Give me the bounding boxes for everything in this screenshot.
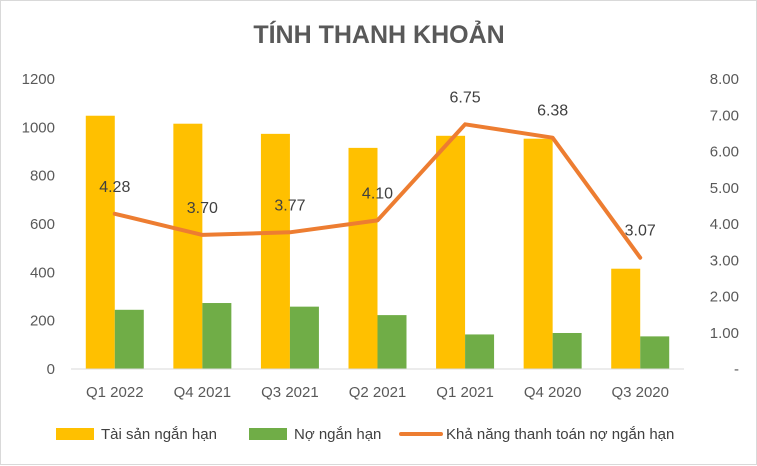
bar-current-liabilities bbox=[553, 333, 582, 369]
legend-label: Tài sản ngắn hạn bbox=[101, 426, 217, 443]
x-tick-label: Q4 2020 bbox=[524, 384, 582, 401]
bar-current-liabilities bbox=[202, 303, 231, 369]
legend: Tài sản ngắn hạn Nợ ngắn hạn Khả năng than… bbox=[56, 426, 674, 443]
legend-swatch bbox=[56, 428, 94, 440]
chart-title: TÍNH THANH KHOẢN bbox=[253, 19, 504, 49]
y-right-tick-label: 8.00 bbox=[710, 71, 739, 88]
y-left-tick-label: 0 bbox=[47, 361, 55, 378]
bar-current-assets bbox=[86, 116, 115, 369]
ratio-data-label: 3.77 bbox=[274, 197, 305, 214]
y-right-axis: - 1.00 2.00 3.00 4.00 5.00 6.00 7.00 8.00 bbox=[710, 71, 739, 378]
bar-current-assets bbox=[173, 124, 202, 369]
bar-current-liabilities bbox=[290, 307, 319, 369]
ratio-data-label: 4.10 bbox=[362, 185, 393, 202]
x-tick-label: Q3 2021 bbox=[261, 384, 319, 401]
y-right-tick-label: 2.00 bbox=[710, 289, 739, 306]
y-right-tick-label: - bbox=[734, 361, 739, 378]
x-tick-label: Q4 2021 bbox=[174, 384, 232, 401]
x-tick-label: Q1 2021 bbox=[436, 384, 494, 401]
y-left-tick-label: 1200 bbox=[22, 71, 55, 88]
bar-current-liabilities bbox=[465, 334, 494, 369]
x-tick-label: Q1 2022 bbox=[86, 384, 144, 401]
x-tick-label: Q2 2021 bbox=[349, 384, 407, 401]
bar-current-assets bbox=[524, 139, 553, 369]
x-tick-label: Q3 2020 bbox=[611, 384, 669, 401]
y-right-tick-label: 7.00 bbox=[710, 107, 739, 124]
y-left-tick-label: 600 bbox=[30, 216, 55, 233]
y-right-tick-label: 5.00 bbox=[710, 180, 739, 197]
x-axis: Q1 2022 Q4 2021 Q3 2021 Q2 2021 Q1 2021 Q4 20… bbox=[86, 384, 669, 401]
y-right-tick-label: 4.00 bbox=[710, 216, 739, 233]
ratio-data-label: 3.07 bbox=[625, 223, 656, 240]
y-right-tick-label: 6.00 bbox=[710, 144, 739, 161]
legend-swatch bbox=[249, 428, 287, 440]
bar-current-assets bbox=[436, 136, 465, 369]
legend-label: Khả năng thanh toán nợ ngắn hạn bbox=[446, 426, 674, 443]
y-left-tick-label: 400 bbox=[30, 264, 55, 281]
y-left-tick-label: 200 bbox=[30, 313, 55, 330]
ratio-data-label: 3.70 bbox=[187, 200, 218, 217]
y-left-tick-label: 800 bbox=[30, 168, 55, 185]
ratio-data-label: 4.28 bbox=[99, 179, 130, 196]
legend-label: Nợ ngắn hạn bbox=[294, 426, 381, 443]
ratio-data-label: 6.75 bbox=[450, 89, 481, 106]
y-right-tick-label: 3.00 bbox=[710, 252, 739, 269]
bar-current-assets bbox=[349, 148, 378, 369]
bar-current-assets bbox=[261, 134, 290, 369]
y-left-tick-label: 1000 bbox=[22, 119, 55, 136]
bar-current-liabilities bbox=[378, 315, 407, 369]
bar-current-assets bbox=[611, 269, 640, 369]
y-left-axis: 0 200 400 600 800 1000 1200 bbox=[22, 71, 55, 378]
y-right-tick-label: 1.00 bbox=[710, 325, 739, 342]
bar-current-liabilities bbox=[115, 310, 144, 369]
bar-current-liabilities bbox=[640, 336, 669, 369]
ratio-data-label: 6.38 bbox=[537, 103, 568, 120]
bar-series bbox=[86, 116, 669, 369]
